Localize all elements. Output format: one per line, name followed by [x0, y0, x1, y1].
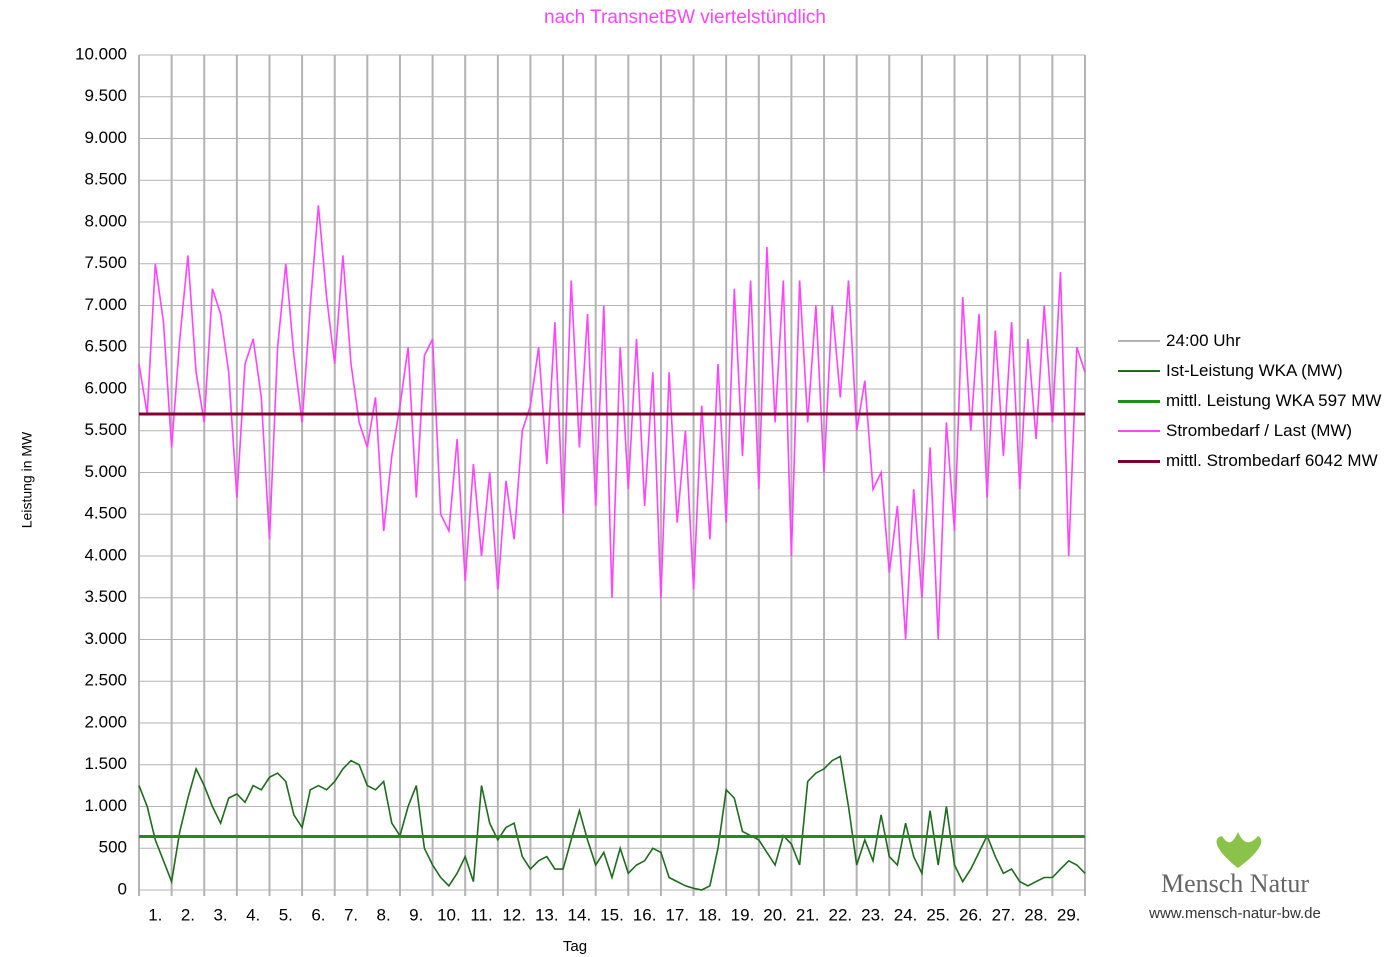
- legend-label: Strombedarf / Last (MW): [1166, 421, 1353, 440]
- x-tick-label: 12.: [502, 905, 526, 924]
- y-tick-label: 500: [99, 838, 127, 857]
- x-tick-label: 3.: [213, 905, 227, 924]
- legend-item: mittl. Strombedarf 6042 MW: [1112, 450, 1382, 471]
- x-tick-label: 11.: [470, 905, 492, 924]
- legend-item: Strombedarf / Last (MW): [1112, 420, 1382, 441]
- x-tick-label: 7.: [344, 905, 358, 924]
- x-tick-label: 28.: [1024, 905, 1048, 924]
- x-tick-label: 18.: [698, 905, 722, 924]
- x-axis-label: Tag: [563, 938, 587, 955]
- series-line: [138, 205, 1086, 640]
- x-tick-label: 24.: [894, 905, 918, 924]
- x-tick-label: 1.: [148, 905, 162, 924]
- x-tick-label: 10.: [437, 905, 461, 924]
- y-tick-label: 1.000: [84, 796, 127, 815]
- x-tick-label: 21.: [796, 905, 820, 924]
- legend-swatch: [1118, 430, 1160, 432]
- x-tick-label: 6.: [311, 905, 325, 924]
- y-tick-label: 3.500: [84, 587, 127, 606]
- y-tick-label: 3.000: [84, 629, 127, 648]
- legend-item: 24:00 Uhr: [1112, 330, 1382, 351]
- y-tick-label: 8.000: [84, 211, 127, 230]
- y-tick-label: 9.500: [84, 86, 127, 105]
- x-tick-label: 19.: [731, 905, 755, 924]
- y-tick-label: 2.000: [84, 712, 127, 731]
- logo-leaf: [1216, 832, 1262, 868]
- x-tick-label: 26.: [959, 905, 983, 924]
- y-tick-label: 4.000: [84, 545, 127, 564]
- x-tick-label: 13.: [535, 905, 559, 924]
- y-tick-label: 6.000: [84, 378, 127, 397]
- legend-swatch: [1118, 370, 1160, 372]
- y-axis-label: Leistung in MW: [19, 431, 35, 528]
- x-tick-label: 9.: [409, 905, 423, 924]
- x-tick-label: 25.: [926, 905, 950, 924]
- legend-swatch: [1118, 340, 1160, 342]
- series-line: [138, 755, 1086, 891]
- x-tick-label: 23.: [861, 905, 885, 924]
- legend-label: 24:00 Uhr: [1166, 331, 1241, 350]
- y-tick-label: 7.500: [84, 253, 127, 272]
- y-tick-label: 9.000: [84, 128, 127, 147]
- x-tick-label: 17.: [665, 905, 689, 924]
- x-tick-label: 29.: [1057, 905, 1081, 924]
- y-tick-label: 7.000: [84, 295, 127, 314]
- x-tick-label: 14.: [568, 905, 592, 924]
- y-tick-label: 1.500: [84, 754, 127, 773]
- y-tick-label: 2.500: [84, 671, 127, 690]
- x-tick-label: 8.: [377, 905, 391, 924]
- legend-item: Ist-Leistung WKA (MW): [1112, 360, 1382, 381]
- legend-swatch: [1118, 400, 1160, 403]
- x-tick-label: 2.: [181, 905, 195, 924]
- y-tick-label: 6.500: [84, 337, 127, 356]
- y-tick-label: 4.500: [84, 504, 127, 523]
- y-tick-label: 8.500: [84, 170, 127, 189]
- x-tick-label: 15.: [600, 905, 624, 924]
- x-tick-label: 22.: [829, 905, 853, 924]
- x-tick-label: 27.: [992, 905, 1016, 924]
- y-tick-label: 0: [118, 879, 127, 898]
- x-tick-label: 16.: [633, 905, 657, 924]
- legend-item: mittl. Leistung WKA 597 MW: [1112, 390, 1382, 411]
- logo-url: www.mensch-natur-bw.de: [1148, 905, 1321, 922]
- logo-name: Mensch Natur: [1161, 869, 1309, 898]
- legend-label: mittl. Leistung WKA 597 MW: [1166, 391, 1382, 410]
- legend-label: Ist-Leistung WKA (MW): [1166, 361, 1343, 380]
- legend: 24:00 Uhr Ist-Leistung WKA (MW) mittl. Lei…: [1112, 330, 1382, 480]
- y-tick-label: 5.000: [84, 462, 127, 481]
- x-tick-label: 20.: [763, 905, 787, 924]
- y-tick-label: 5.500: [84, 420, 127, 439]
- x-tick-label: 4.: [246, 905, 260, 924]
- x-tick-label: 5.: [279, 905, 293, 924]
- chart-title: nach TransnetBW viertelstündlich: [544, 7, 826, 28]
- legend-label: mittl. Strombedarf 6042 MW: [1166, 451, 1378, 470]
- legend-swatch: [1118, 460, 1160, 463]
- y-tick-label: 10.000: [75, 44, 127, 63]
